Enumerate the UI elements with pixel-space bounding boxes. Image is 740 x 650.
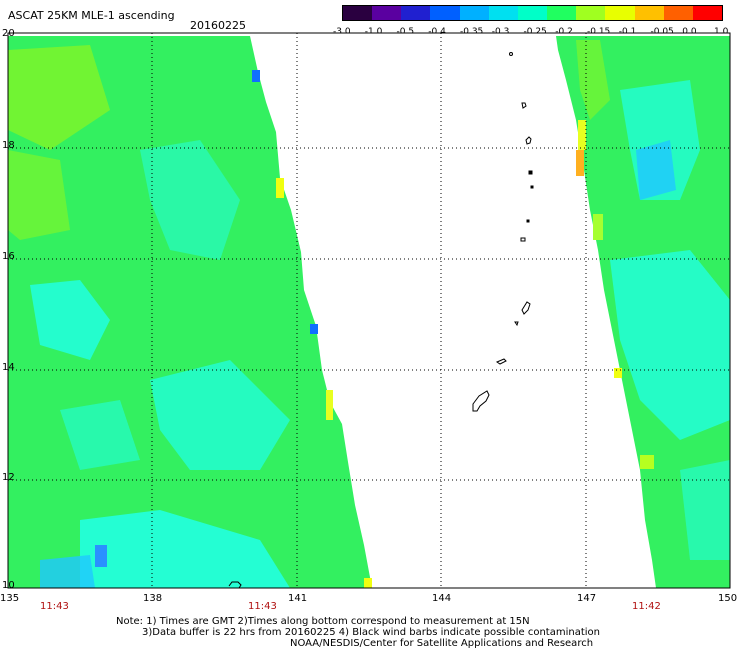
colorbar-tick-label: -0.25 — [523, 27, 547, 37]
swath-light-region — [8, 45, 110, 150]
swath-orange-pixel — [576, 150, 584, 176]
swath-yellow-pixel — [326, 390, 333, 420]
colorbar-segment — [576, 6, 606, 20]
colorbar-segment — [459, 6, 489, 20]
colorbar-tick-label: -0.5 — [396, 27, 415, 37]
island-outline — [525, 136, 532, 145]
swath-light-pixel — [640, 455, 654, 469]
footnote-line-1: Note: 1) Times are GMT 2)Times along bot… — [116, 616, 530, 627]
lon-label: 144 — [432, 593, 452, 604]
island-outline — [495, 358, 507, 365]
lat-label: 10 — [2, 580, 15, 591]
colorbar-tick-label: -3.0 — [333, 27, 351, 37]
swath-cyan-region — [30, 280, 110, 360]
lon-label: 135 — [0, 593, 20, 604]
swath-cyan-region — [80, 510, 290, 588]
swath-yellow-pixel — [614, 368, 622, 378]
colorbar-segment — [343, 6, 373, 20]
swath-yellow-pixel — [364, 578, 372, 588]
swath-blue-pixel — [95, 545, 107, 567]
colorbar-segment — [547, 6, 577, 20]
pass-time-label: 11:43 — [248, 601, 277, 612]
colorbar-segment — [430, 6, 460, 20]
swath-light-region — [576, 40, 610, 120]
island-outlines — [228, 52, 534, 589]
swath-cyan-region — [610, 250, 730, 440]
footnote-line-2: 3)Data buffer is 22 hrs from 20160225 4)… — [142, 627, 600, 638]
colorbar-segment — [517, 6, 548, 20]
colorbar-tick-label: -0.4 — [428, 27, 446, 37]
island-outline — [509, 52, 513, 56]
colorbar-segment — [605, 6, 635, 20]
lat-label: 20 — [2, 28, 15, 39]
colorbar-tick-label: -0.15 — [587, 27, 611, 37]
left-swath — [8, 36, 372, 588]
swath-yellow-pixel — [578, 120, 586, 150]
figure-title: ASCAT 25KM MLE-1 ascending — [8, 9, 175, 22]
pass-time-label: 11:43 — [40, 601, 69, 612]
lon-label: 138 — [143, 593, 163, 604]
colorbar-segment — [634, 6, 664, 20]
lat-label: 16 — [2, 251, 15, 262]
colorbar-tick-label: -0.05 — [650, 27, 674, 37]
colorbar-segment — [692, 6, 723, 20]
island-outline — [514, 321, 519, 327]
colorbar-segment — [663, 6, 693, 20]
colorbar-tick-label: -1.0 — [364, 27, 383, 37]
island-outline — [530, 185, 534, 189]
swath-light-region — [8, 150, 70, 240]
island-outline — [526, 219, 530, 223]
colorbar-tick-label: -0.35 — [460, 27, 484, 37]
colorbar-segment — [488, 6, 518, 20]
colorbar-tick-label: -0.3 — [491, 27, 510, 37]
swath-blue-pixel — [310, 324, 318, 334]
figure-date: 20160225 — [190, 19, 246, 32]
swath-cyan-region — [60, 400, 140, 470]
swath-blue-pixel — [252, 70, 260, 82]
lon-label: 141 — [288, 593, 308, 604]
lon-label: 147 — [577, 593, 597, 604]
island-outline — [528, 170, 533, 175]
swath-cyan-region — [680, 460, 730, 560]
swath-cyan-region — [150, 360, 290, 470]
colorbar-tick-label: 1.0 — [714, 27, 729, 37]
island-outline — [521, 301, 531, 315]
colorbar-tick-label: -0.2 — [555, 27, 573, 37]
lat-label: 12 — [2, 472, 15, 483]
pass-time-label: 11:42 — [632, 601, 661, 612]
colorbar-segment — [401, 6, 431, 20]
lat-label: 14 — [2, 362, 15, 373]
island-outline — [520, 237, 526, 242]
swath-light-region — [40, 555, 95, 588]
colorbar-tick-label: -0.1 — [618, 27, 637, 37]
map-frame — [7, 32, 731, 589]
lat-label: 18 — [2, 140, 15, 151]
island-outline — [228, 581, 242, 589]
swath-cyan-region — [140, 140, 240, 260]
footnote-line-3: NOAA/NESDIS/Center for Satellite Applica… — [290, 638, 594, 649]
island-outline — [472, 390, 490, 412]
right-swath — [556, 36, 730, 588]
island-outline — [521, 102, 527, 109]
colorbar — [342, 5, 723, 21]
swath-yellow-pixel — [276, 178, 284, 198]
graticule — [8, 33, 730, 588]
swath-light-pixel — [593, 214, 603, 240]
colorbar-tick-label: 0.0 — [682, 27, 697, 37]
colorbar-segment — [372, 6, 402, 20]
lon-label: 150 — [718, 593, 738, 604]
swath-cyan-region — [636, 140, 676, 200]
